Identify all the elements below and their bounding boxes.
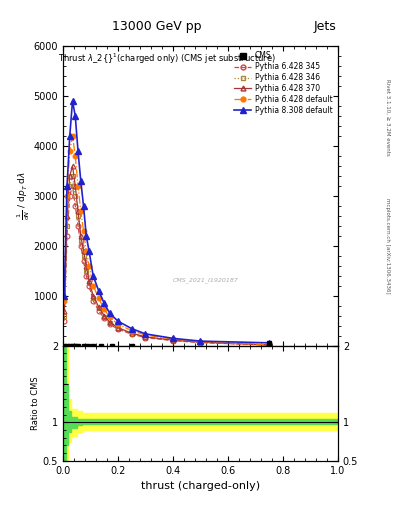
X-axis label: thrust (charged-only): thrust (charged-only) [141, 481, 260, 491]
Y-axis label: Ratio to CMS: Ratio to CMS [31, 376, 40, 430]
Text: Jets: Jets [313, 20, 336, 33]
Legend: CMS, Pythia 6.428 345, Pythia 6.428 346, Pythia 6.428 370, Pythia 6.428 default,: CMS, Pythia 6.428 345, Pythia 6.428 346,… [233, 50, 334, 117]
Y-axis label: $\frac{1}{\mathrm{d}N}$ / $\mathrm{d}p_T$ $\mathrm{d}\lambda$: $\frac{1}{\mathrm{d}N}$ / $\mathrm{d}p_T… [15, 172, 32, 220]
Text: mcplots.cern.ch [arXiv:1306.3436]: mcplots.cern.ch [arXiv:1306.3436] [385, 198, 390, 293]
Text: Rivet 3.1.10, ≥ 3.2M events: Rivet 3.1.10, ≥ 3.2M events [385, 79, 390, 156]
Text: CMS_2021_I1920187: CMS_2021_I1920187 [173, 277, 239, 283]
Text: Thrust $\lambda\_2${}$^1$(charged only) (CMS jet substructure): Thrust $\lambda\_2${}$^1$(charged only) … [59, 52, 276, 67]
Text: 13000 GeV pp: 13000 GeV pp [112, 20, 202, 33]
